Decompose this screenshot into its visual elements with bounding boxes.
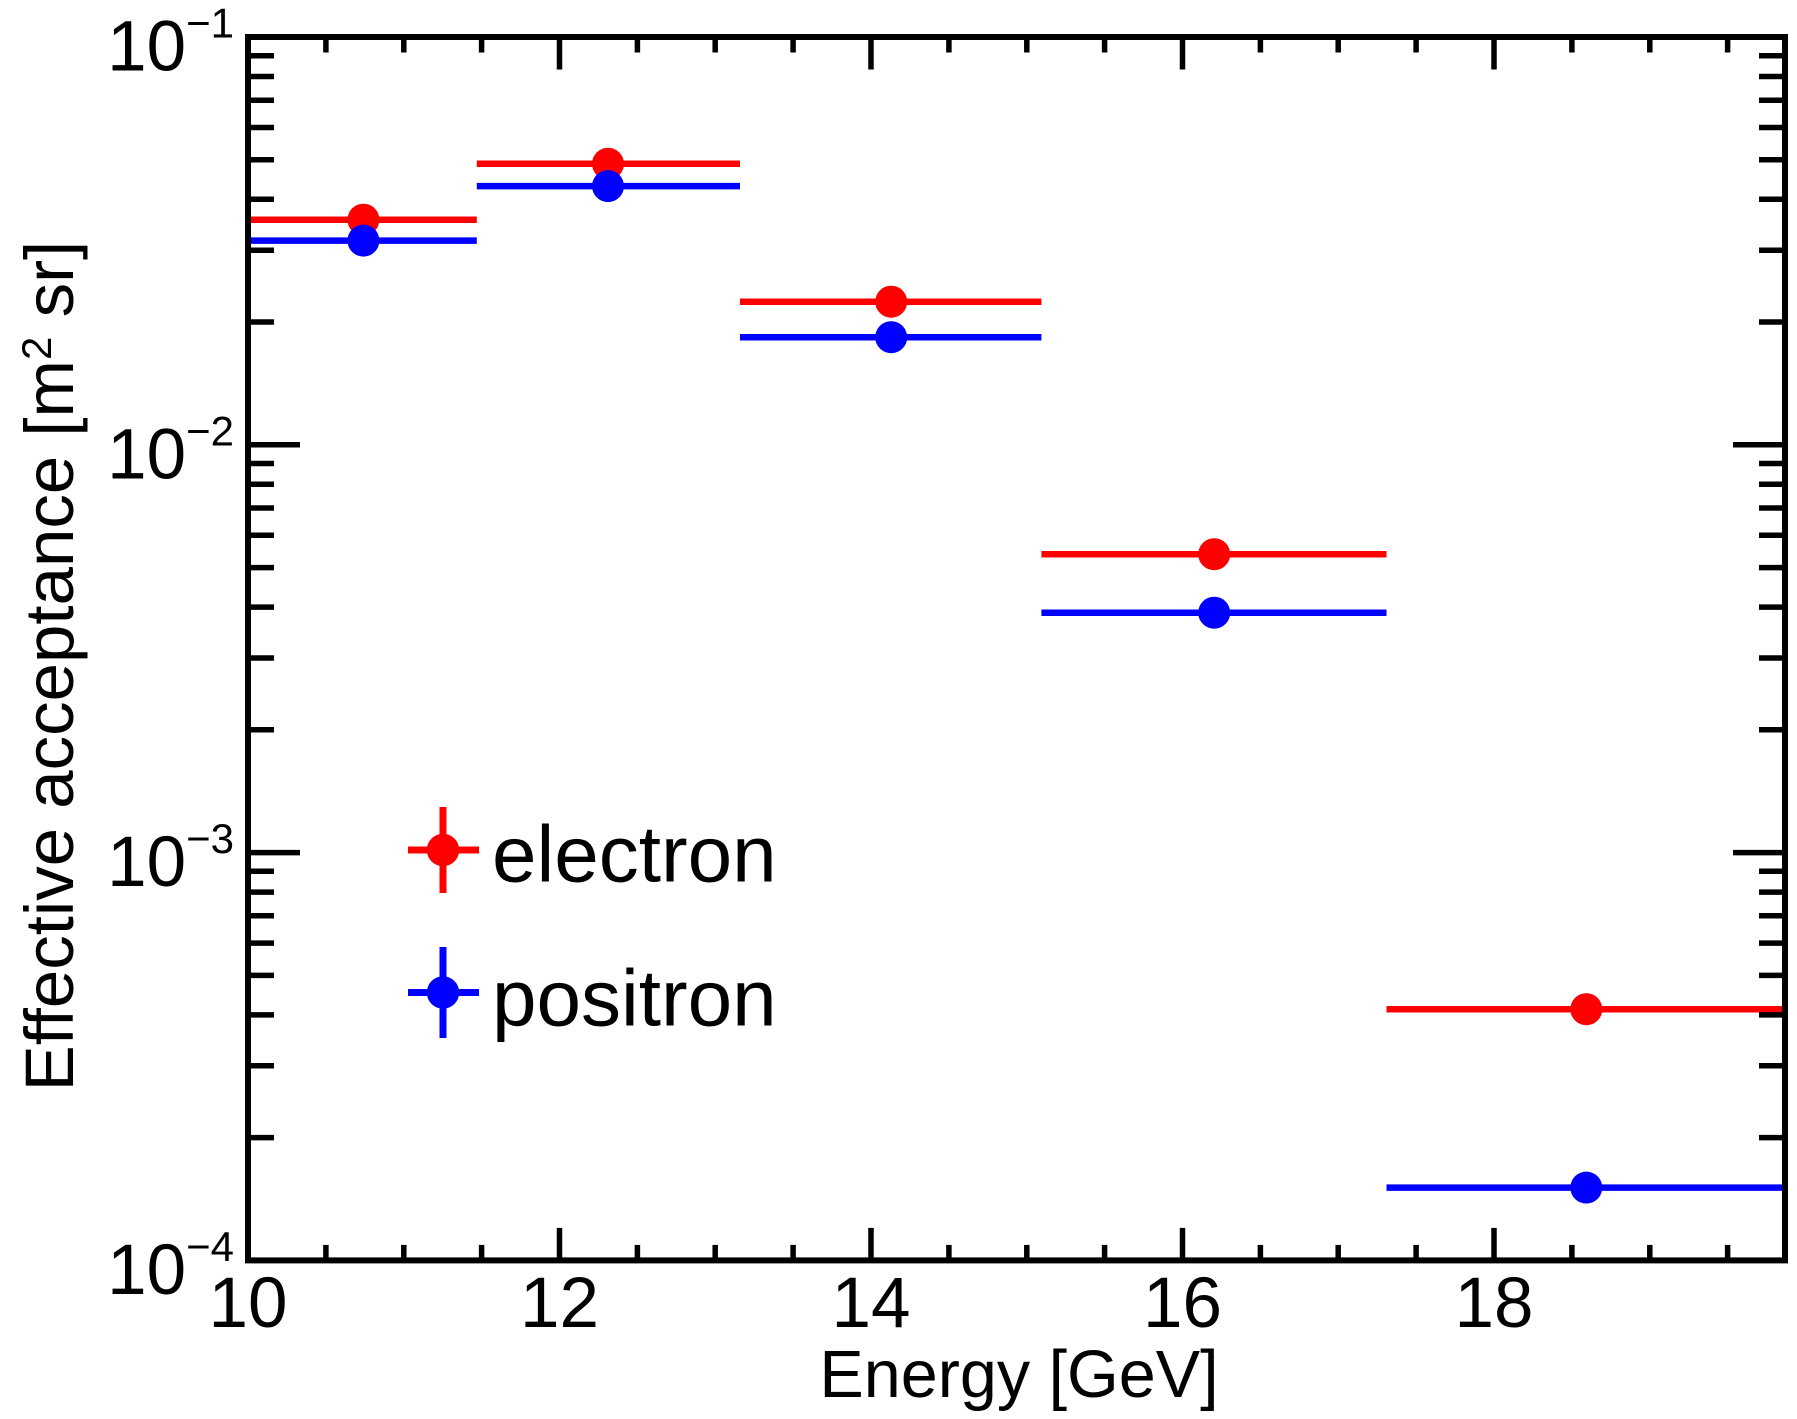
svg-text:16: 16 — [1143, 1264, 1222, 1343]
svg-text:10: 10 — [209, 1264, 288, 1343]
svg-text:positron: positron — [492, 954, 777, 1043]
svg-text:electron: electron — [492, 810, 777, 899]
svg-text:Energy [GeV]: Energy [GeV] — [819, 1338, 1218, 1412]
svg-text:14: 14 — [832, 1264, 911, 1343]
svg-text:Effective acceptance [m2 sr]: Effective acceptance [m2 sr] — [11, 241, 88, 1091]
svg-text:12: 12 — [520, 1264, 599, 1343]
svg-text:18: 18 — [1455, 1264, 1534, 1343]
